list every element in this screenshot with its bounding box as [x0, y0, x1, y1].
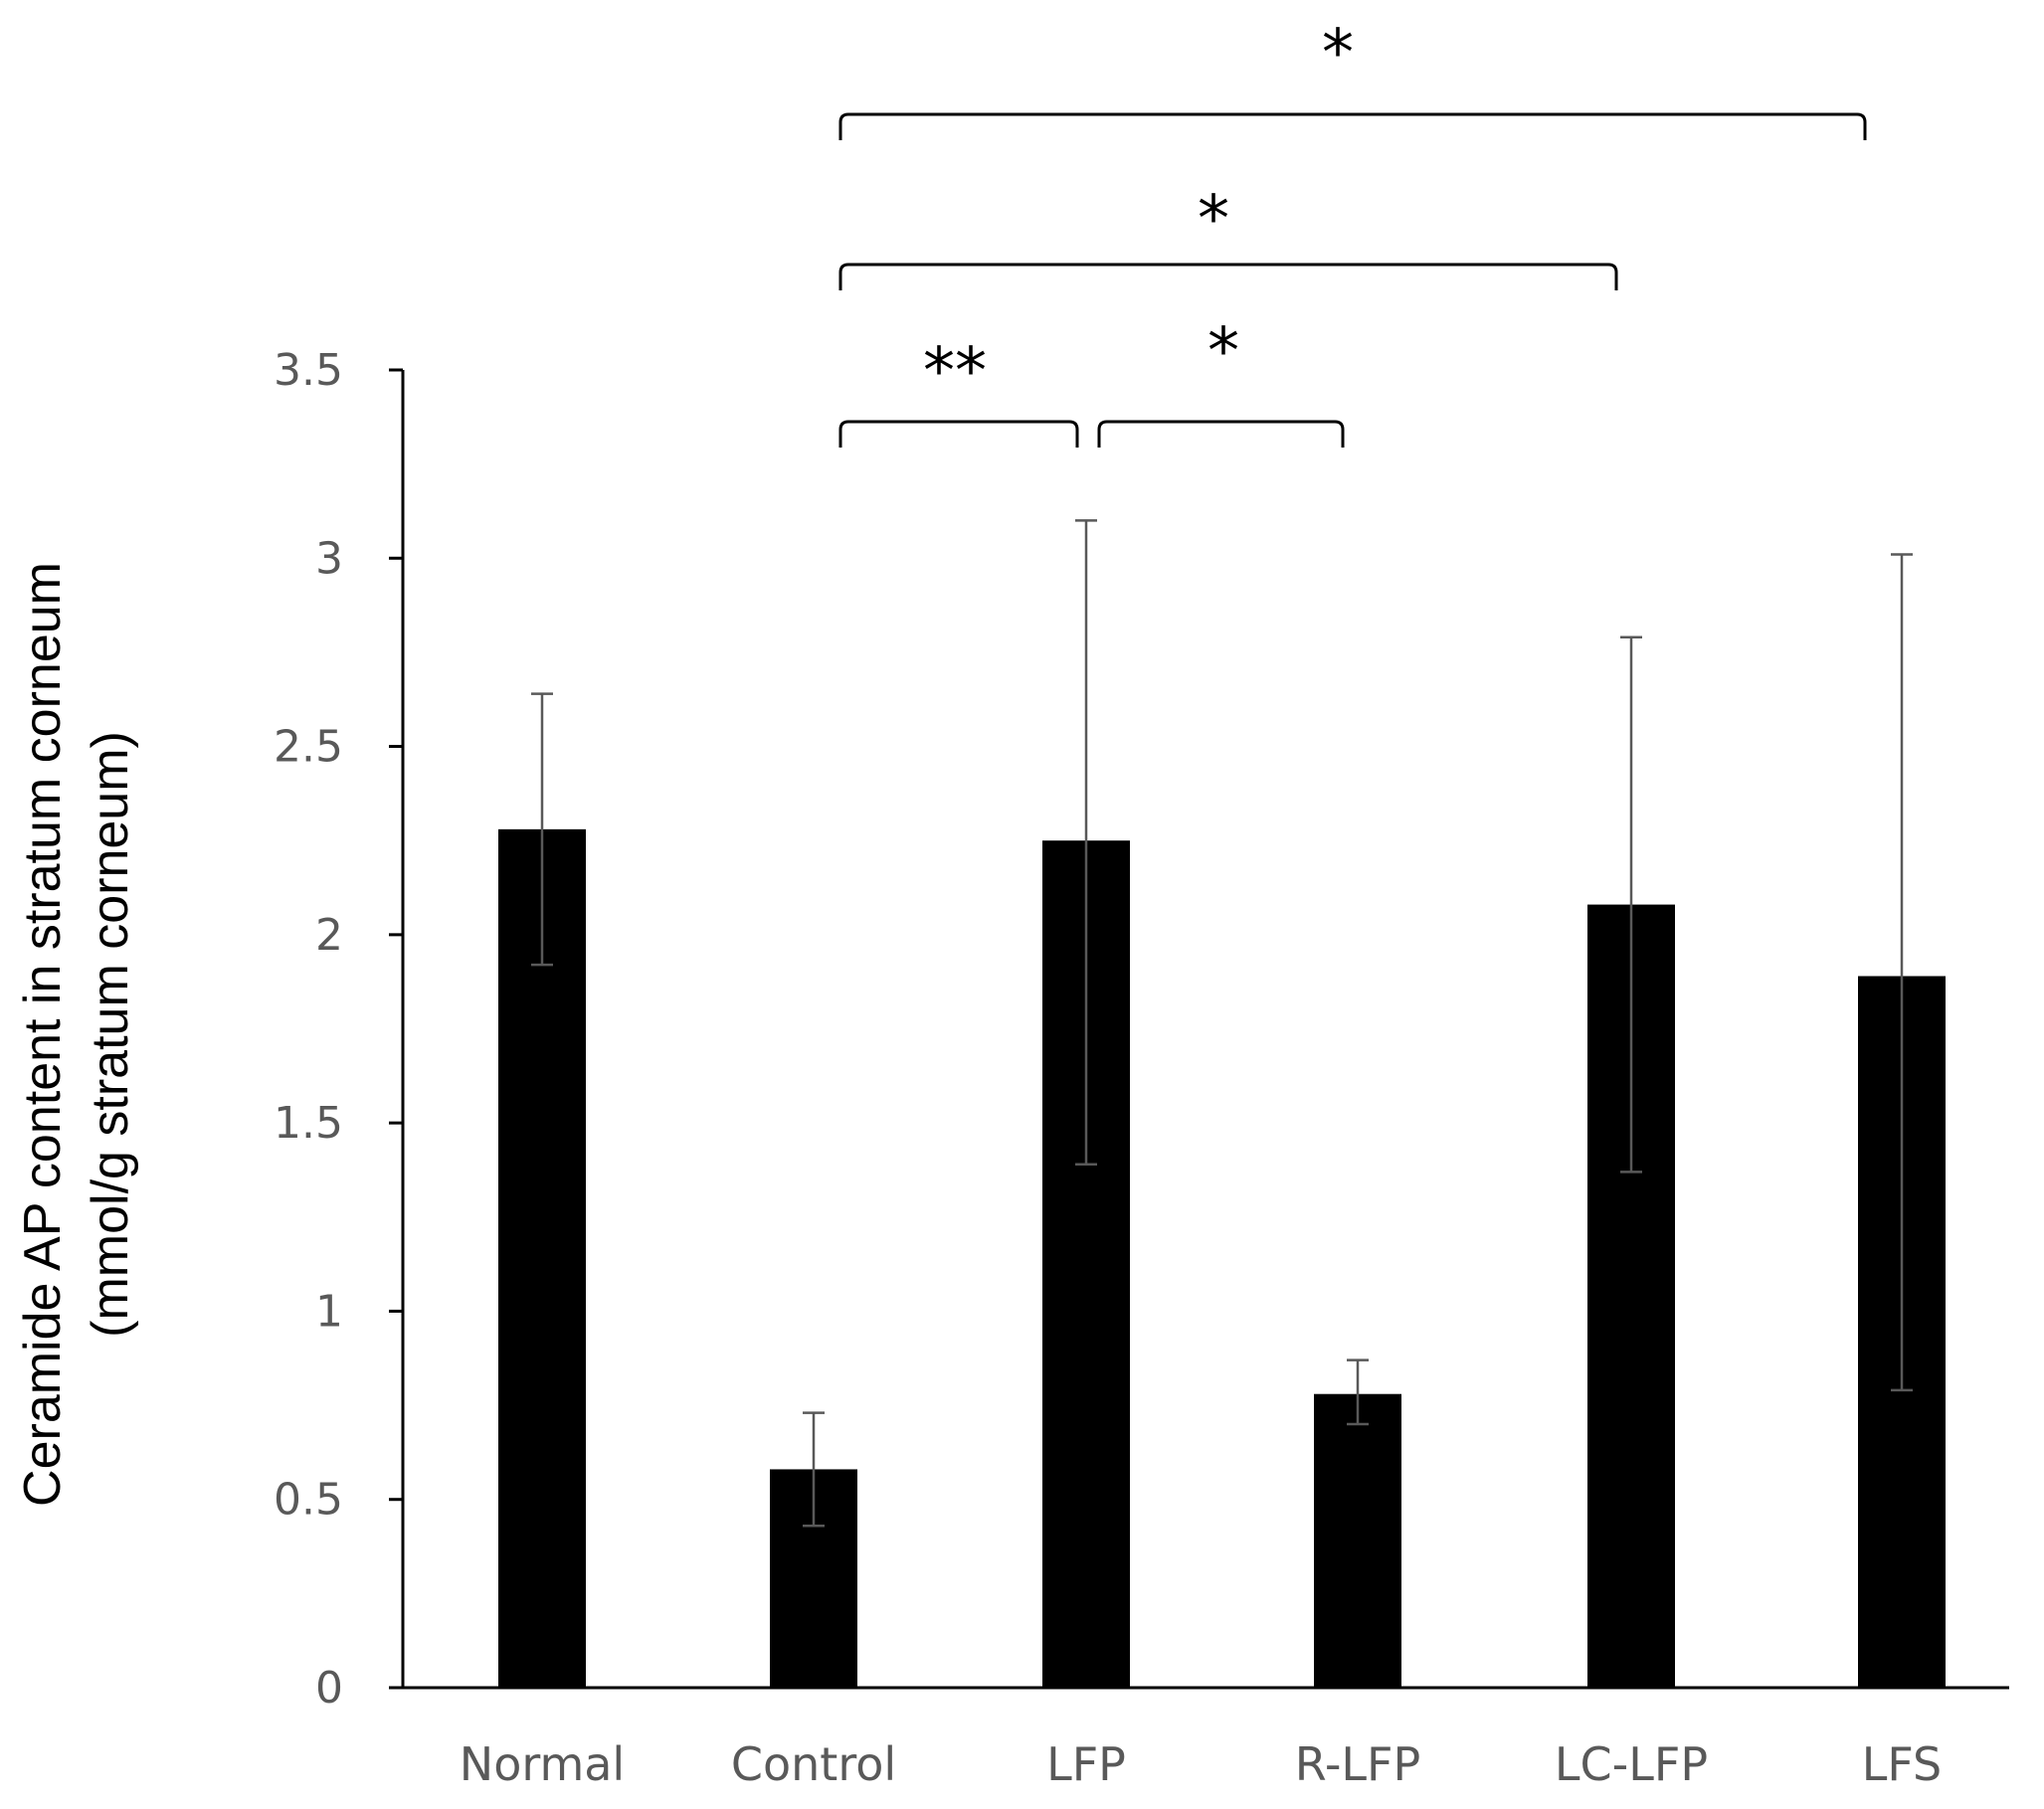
y-tick-label: 3 — [315, 533, 343, 584]
y-axis-title-units: (mmol/g stratum corneum) — [82, 731, 139, 1338]
bars — [498, 828, 1946, 1688]
y-tick-label: 1 — [315, 1286, 343, 1337]
error-bars — [531, 519, 1913, 1528]
significance-label: * — [1198, 183, 1229, 257]
x-tick-label: LFS — [1862, 1737, 1942, 1791]
significance-bracket — [838, 263, 1618, 290]
x-tick-label: Normal — [460, 1737, 625, 1791]
y-tick-label: 0 — [315, 1663, 343, 1714]
labels: Ceramide AP content in stratum corneum (… — [14, 562, 1942, 1791]
significance-label: * — [1322, 17, 1354, 90]
significance-bracket — [838, 420, 1079, 448]
significance-label: * — [1208, 315, 1239, 389]
axes: 0 0.5 1 1.5 2 2.5 3 3.5 — [274, 345, 2009, 1714]
x-tick-label: LFP — [1046, 1737, 1126, 1791]
y-tick-label: 1.5 — [274, 1098, 343, 1149]
y-tick-label: 0.5 — [274, 1475, 343, 1526]
significance-label: ** — [923, 335, 987, 409]
significance-bracket — [838, 112, 1867, 140]
y-tick-label: 2 — [315, 910, 343, 961]
x-tick-label: Control — [731, 1737, 896, 1791]
x-tick-label: LC-LFP — [1555, 1737, 1708, 1791]
bar-r-lfp — [1314, 1393, 1401, 1688]
significance-bracket — [1097, 420, 1345, 448]
y-tick-label: 2.5 — [274, 722, 343, 773]
y-tick-label: 3.5 — [274, 345, 343, 396]
y-axis-title: Ceramide AP content in stratum corneum — [14, 562, 72, 1507]
bar-normal — [498, 828, 586, 1688]
x-tick-label: R-LFP — [1295, 1737, 1421, 1791]
significance-brackets: ** *** — [838, 17, 1867, 448]
